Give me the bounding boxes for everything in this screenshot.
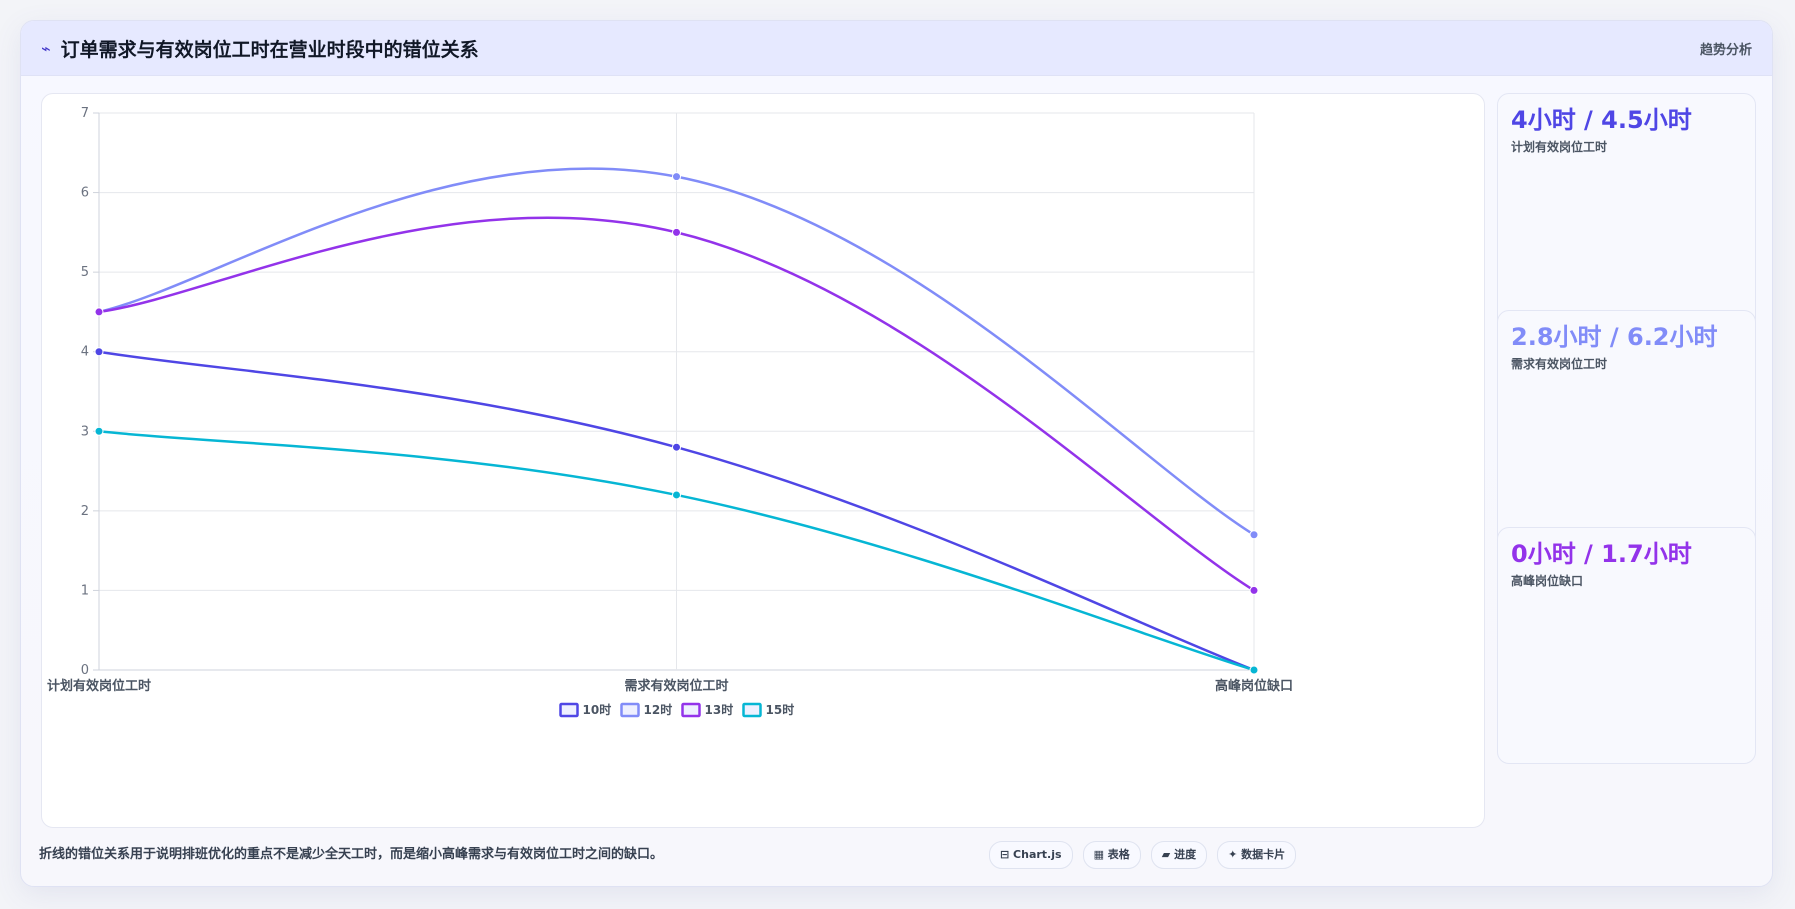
legend-label-1: 12时 xyxy=(644,702,673,717)
data-point xyxy=(94,347,104,357)
legend-label-3: 15时 xyxy=(766,702,795,717)
badge-progress[interactable]: ▰ 进度 xyxy=(1150,841,1208,869)
y-tick-label: 3 xyxy=(81,424,89,439)
data-point xyxy=(672,227,681,237)
tech-badges: ⊟ Chart.js ▦ 表格 ▰ 进度 ✦ 数据卡片 xyxy=(989,841,1297,869)
stat-card-gap: 0小时 / 1.7小时 高峰岗位缺口 xyxy=(1497,527,1756,764)
title-group: ⌁ 订单需求与有效岗位工时在营业时段中的错位关系 xyxy=(41,35,479,62)
chart-panel: 0 1 2 3 4 5 6 7 计划有效岗位工时 需求有效岗位工时 高峰岗位缺口 10时 12时 13时 1… xyxy=(41,93,1485,828)
badge-chartjs[interactable]: ⊟ Chart.js xyxy=(989,841,1073,869)
legend-label-2: 13时 xyxy=(705,702,734,717)
y-tick-label: 7 xyxy=(81,106,89,121)
data-point xyxy=(672,490,681,500)
trend-analysis-tab[interactable]: 趋势分析 xyxy=(1699,42,1752,58)
trend-line-icon: ⌁ xyxy=(41,38,51,58)
data-point xyxy=(672,172,681,182)
x-tick-label: 需求有效岗位工时 xyxy=(624,678,728,694)
stat-label-gap: 高峰岗位缺口 xyxy=(1511,574,1584,588)
stat-card-planned: 4小时 / 4.5小时 计划有效岗位工时 xyxy=(1497,93,1756,330)
stat-value-planned: 4小时 / 4.5小时 xyxy=(1511,106,1692,134)
stat-value-demand: 2.8小时 / 6.2小时 xyxy=(1511,323,1718,351)
stat-label-planned: 计划有效岗位工时 xyxy=(1511,140,1608,154)
stat-value-gap: 0小时 / 1.7小时 xyxy=(1511,540,1692,568)
badge-data-card[interactable]: ✦ 数据卡片 xyxy=(1217,841,1297,869)
legend-swatch-0 xyxy=(559,702,579,718)
line-chart: 0 1 2 3 4 5 6 7 计划有效岗位工时 需求有效岗位工时 高峰岗位缺口 10时 12时 13时 1… xyxy=(47,106,1293,718)
page-title: 订单需求与有效岗位工时在营业时段中的错位关系 xyxy=(60,38,479,61)
card-header: ⌁ 订单需求与有效岗位工时在营业时段中的错位关系 趋势分析 xyxy=(21,21,1772,76)
legend-swatch-2 xyxy=(681,702,701,718)
data-point xyxy=(94,307,104,317)
legend-swatch-3 xyxy=(742,702,762,718)
data-point xyxy=(1249,585,1259,595)
x-tick-label: 高峰岗位缺口 xyxy=(1215,678,1293,694)
stat-label-demand: 需求有效岗位工时 xyxy=(1511,357,1608,371)
y-tick-label: 2 xyxy=(81,504,89,519)
data-point xyxy=(94,426,104,436)
x-tick-label: 计划有效岗位工时 xyxy=(47,678,151,694)
data-point xyxy=(1249,530,1259,540)
footer-note: 折线的错位关系用于说明排班优化的重点不是减少全天工时，而是缩小高峰需求与有效岗位… xyxy=(39,847,664,862)
y-tick-label: 4 xyxy=(81,345,89,360)
badge-table[interactable]: ▦ 表格 xyxy=(1082,841,1141,869)
y-tick-label: 5 xyxy=(81,265,89,280)
data-point xyxy=(672,442,681,452)
y-tick-label: 6 xyxy=(81,186,89,201)
main-card: ⌁ 订单需求与有效岗位工时在营业时段中的错位关系 趋势分析 0 1 2 3 4 5 6 7 计划… xyxy=(20,20,1773,887)
legend-label-0: 10时 xyxy=(583,702,612,717)
stat-card-demand: 2.8小时 / 6.2小时 需求有效岗位工时 xyxy=(1497,310,1756,547)
legend-swatch-1 xyxy=(620,702,640,718)
y-tick-label: 0 xyxy=(81,663,89,678)
data-point xyxy=(1249,665,1259,675)
y-tick-label: 1 xyxy=(81,583,89,598)
